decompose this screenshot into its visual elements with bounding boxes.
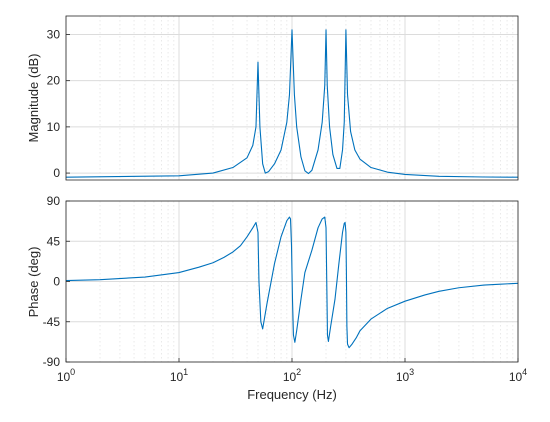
phase-y-tick-label: 0 [53,275,60,289]
phase-response-line [65,216,519,349]
frequency-x-ticks: 100 101 102 103 104 [57,358,527,384]
phase-y-tick-label: 45 [47,234,61,248]
magnitude-y-ticks: 0 10 20 30 [47,27,70,180]
frequency-x-tick-label: 101 [170,367,188,384]
phase-y-tick-label: 90 [47,194,61,208]
magnitude-plot: 0 10 20 30 Magnitude (dB) [26,15,519,181]
frequency-x-label: Frequency (Hz) [247,387,337,402]
magnitude-y-tick-label: 10 [47,120,61,134]
frequency-x-tick-label: 103 [396,367,414,384]
magnitude-y-tick-label: 20 [47,74,61,88]
phase-y-ticks: 90 45 0 -45 -90 [43,194,70,369]
magnitude-series [65,29,519,178]
magnitude-response-line [65,29,519,178]
magnitude-y-label: Magnitude (dB) [26,54,41,143]
frequency-x-tick-label: 104 [509,367,527,384]
phase-y-label: Phase (deg) [26,247,41,318]
phase-y-tick-label: -90 [43,355,61,369]
phase-series [65,216,519,349]
phase-y-tick-label: -45 [43,315,61,329]
magnitude-y-tick-label: 30 [47,27,61,41]
magnitude-y-tick-label: 0 [53,166,60,180]
magnitude-axes-frame [65,15,519,181]
frequency-x-tick-label: 100 [57,367,75,384]
frequency-x-tick-label: 102 [283,367,301,384]
